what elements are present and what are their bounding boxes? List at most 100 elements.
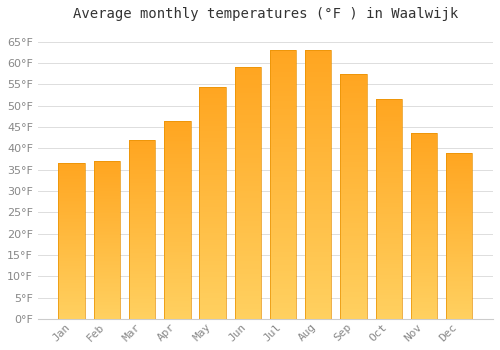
Bar bbox=[200, 147, 226, 149]
Bar bbox=[446, 188, 472, 189]
Bar bbox=[58, 215, 85, 216]
Bar bbox=[340, 160, 366, 162]
Bar bbox=[94, 245, 120, 246]
Bar bbox=[270, 163, 296, 166]
Bar bbox=[410, 250, 437, 252]
Bar bbox=[446, 234, 472, 236]
Bar bbox=[270, 112, 296, 115]
Bar bbox=[376, 260, 402, 262]
Bar bbox=[200, 228, 226, 231]
Bar bbox=[129, 276, 156, 278]
Bar bbox=[94, 257, 120, 259]
Bar bbox=[94, 171, 120, 172]
Bar bbox=[270, 206, 296, 209]
Bar bbox=[200, 284, 226, 286]
Bar bbox=[164, 258, 190, 259]
Bar bbox=[234, 233, 261, 236]
Bar bbox=[270, 150, 296, 152]
Bar bbox=[446, 256, 472, 257]
Bar bbox=[164, 204, 190, 206]
Bar bbox=[129, 315, 156, 317]
Bar bbox=[270, 279, 296, 281]
Bar bbox=[129, 290, 156, 292]
Bar bbox=[234, 70, 261, 72]
Bar bbox=[164, 289, 190, 291]
Bar bbox=[129, 215, 156, 217]
Bar bbox=[58, 210, 85, 211]
Bar bbox=[164, 145, 190, 146]
Bar bbox=[129, 194, 156, 195]
Bar bbox=[58, 302, 85, 303]
Bar bbox=[200, 180, 226, 182]
Bar bbox=[129, 211, 156, 213]
Bar bbox=[94, 272, 120, 273]
Bar bbox=[340, 267, 366, 270]
Bar bbox=[340, 307, 366, 309]
Bar bbox=[305, 168, 332, 171]
Bar bbox=[234, 198, 261, 201]
Bar bbox=[94, 199, 120, 201]
Bar bbox=[446, 266, 472, 267]
Bar bbox=[234, 170, 261, 173]
Bar bbox=[200, 263, 226, 265]
Bar bbox=[58, 313, 85, 314]
Bar bbox=[234, 173, 261, 176]
Bar bbox=[94, 228, 120, 229]
Bar bbox=[376, 275, 402, 277]
Bar bbox=[164, 220, 190, 222]
Bar bbox=[305, 292, 332, 295]
Bar bbox=[58, 279, 85, 280]
Bar bbox=[58, 269, 85, 271]
Bar bbox=[410, 145, 437, 146]
Bar bbox=[200, 100, 226, 103]
Bar bbox=[164, 176, 190, 178]
Bar bbox=[340, 84, 366, 86]
Bar bbox=[94, 175, 120, 177]
Bar bbox=[446, 252, 472, 254]
Bar bbox=[200, 194, 226, 196]
Bar bbox=[94, 177, 120, 178]
Bar bbox=[234, 296, 261, 299]
Bar bbox=[446, 216, 472, 217]
Bar bbox=[270, 298, 296, 300]
Bar bbox=[58, 294, 85, 295]
Bar bbox=[340, 167, 366, 169]
Bar bbox=[340, 98, 366, 101]
Bar bbox=[234, 286, 261, 289]
Bar bbox=[270, 58, 296, 61]
Bar bbox=[164, 146, 190, 148]
Bar bbox=[376, 99, 402, 102]
Bar bbox=[94, 243, 120, 245]
Bar bbox=[164, 208, 190, 210]
Bar bbox=[234, 294, 261, 296]
Bar bbox=[270, 152, 296, 155]
Bar bbox=[410, 139, 437, 141]
Bar bbox=[340, 258, 366, 260]
Bar bbox=[305, 152, 332, 155]
Bar bbox=[340, 76, 366, 79]
Bar bbox=[200, 168, 226, 170]
Bar bbox=[340, 265, 366, 267]
Bar bbox=[340, 106, 366, 108]
Bar bbox=[340, 147, 366, 150]
Bar bbox=[410, 228, 437, 230]
Bar bbox=[129, 312, 156, 314]
Bar bbox=[270, 147, 296, 150]
Bar bbox=[164, 206, 190, 208]
Bar bbox=[446, 259, 472, 261]
Bar bbox=[234, 103, 261, 105]
Bar bbox=[305, 295, 332, 298]
Bar bbox=[305, 75, 332, 77]
Bar bbox=[58, 207, 85, 209]
Bar bbox=[305, 185, 332, 187]
Bar bbox=[410, 310, 437, 312]
Bar bbox=[164, 180, 190, 182]
Bar bbox=[94, 174, 120, 175]
Bar bbox=[340, 216, 366, 218]
Bar bbox=[305, 217, 332, 219]
Bar bbox=[376, 299, 402, 301]
Bar bbox=[58, 241, 85, 243]
Bar bbox=[376, 297, 402, 299]
Bar bbox=[234, 188, 261, 191]
Bar bbox=[129, 176, 156, 177]
